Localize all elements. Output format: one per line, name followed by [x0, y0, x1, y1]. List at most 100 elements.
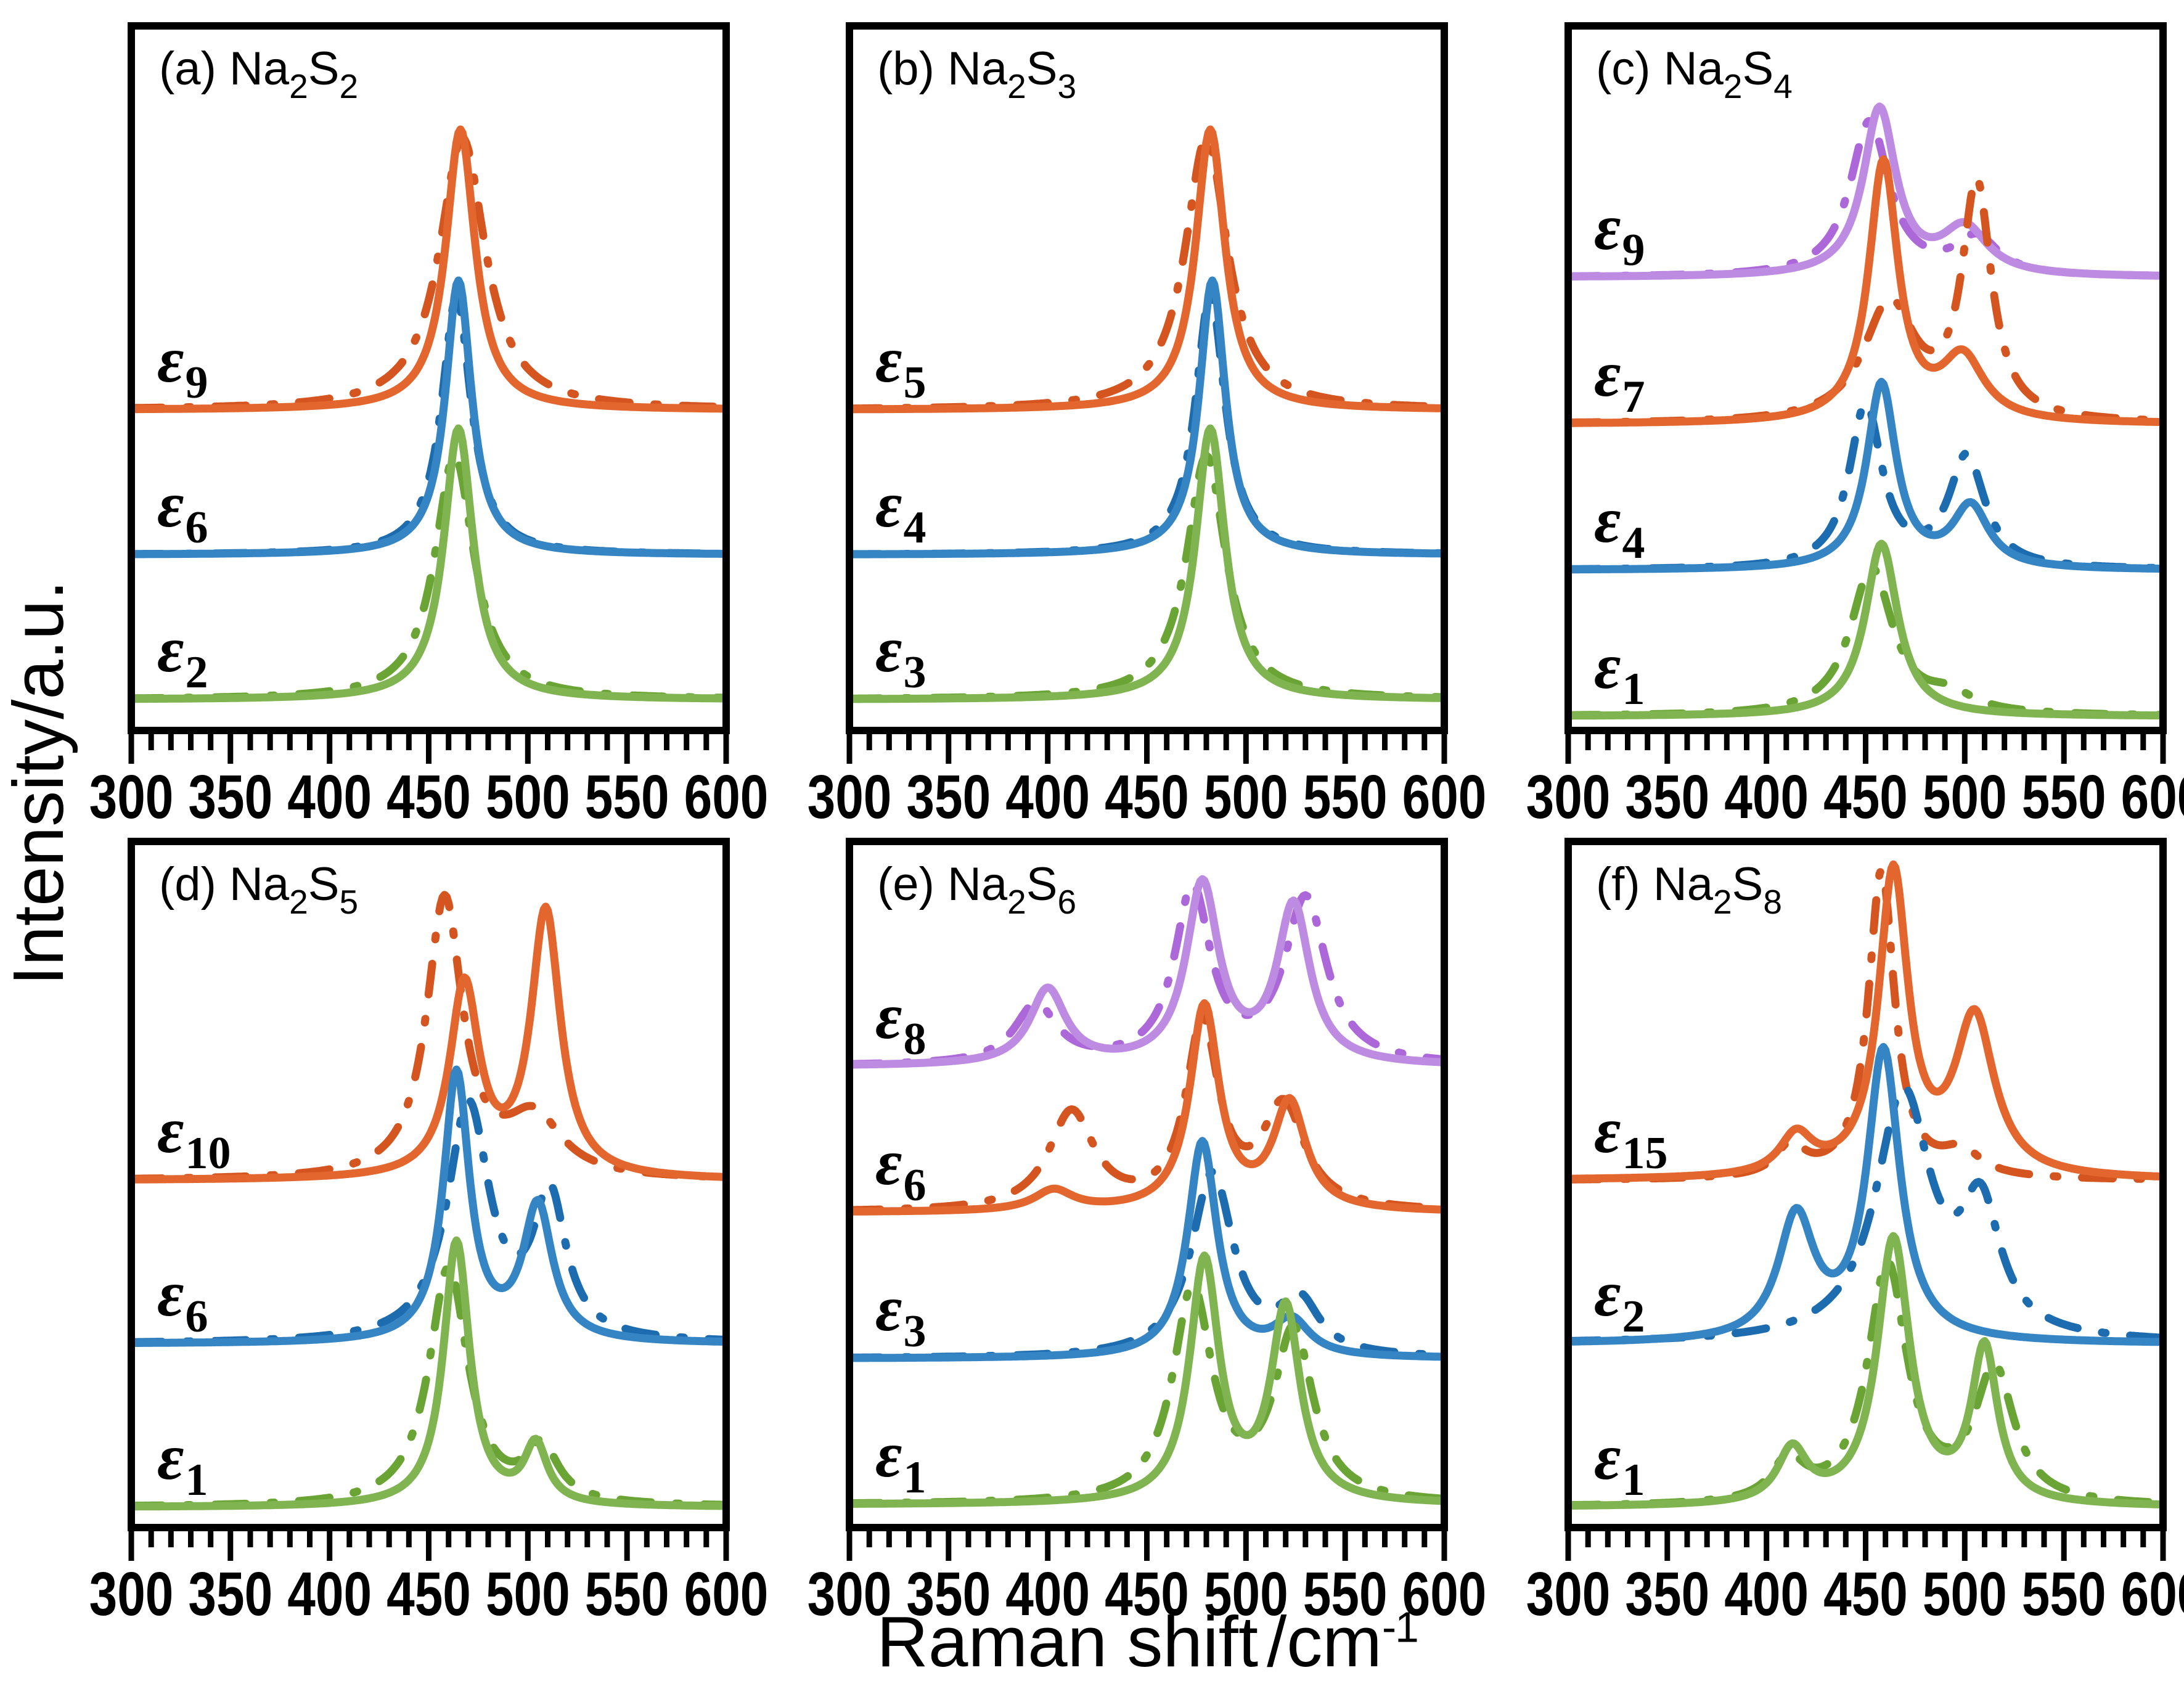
- label-d-eps6: ε6: [157, 1258, 208, 1342]
- panel-d-title: (d) Na2S5: [159, 858, 358, 921]
- panel-a-title: (a) Na2S2: [159, 43, 358, 105]
- x-tick-label: 550: [2022, 1560, 2106, 1629]
- x-tick-label: 350: [188, 1560, 272, 1629]
- x-tick-label: 500: [1204, 763, 1288, 832]
- curve-f-eps2-solid: [1572, 1042, 2159, 1346]
- x-tick-label: 550: [2022, 763, 2106, 832]
- x-tick-label: 450: [1105, 1560, 1189, 1629]
- x-tick-label: 450: [386, 763, 471, 832]
- curve-e-eps1-solid: [853, 1251, 1441, 1508]
- panel-c-frame: [1564, 22, 2167, 734]
- curve-c-eps4-dashdot: [1572, 398, 2159, 573]
- curve-e-eps1-dashdot: [853, 1280, 1441, 1507]
- curve-d-eps10-solid: [135, 902, 722, 1184]
- panel-a-curves: [135, 125, 722, 703]
- label-e-eps3: ε3: [875, 1272, 926, 1357]
- x-tick-label: 600: [684, 763, 769, 832]
- panel-f-frame: [1564, 838, 2167, 1531]
- x-tick-label: 500: [486, 763, 570, 832]
- label-a-eps2: ε2: [157, 613, 208, 698]
- curve-d-eps1-dashdot: [135, 1262, 722, 1510]
- curve-f-eps1-solid: [1572, 1232, 2159, 1510]
- x-tick-label: 600: [2121, 763, 2184, 832]
- curve-b-eps3-dashdot: [853, 451, 1441, 703]
- panel-d-curves: [135, 891, 722, 1511]
- panel-d: 300 350 400 450 500 550 600 (d) Na2S5 ε10 ε6 ε1: [89, 838, 769, 1629]
- curve-b-eps4-solid: [853, 276, 1441, 559]
- x-tick-label: 350: [906, 1560, 991, 1629]
- panel-a-x-ticks: [128, 734, 729, 764]
- panel-c-title: (c) Na2S4: [1596, 43, 1793, 105]
- x-axis-label-exponent: -1: [1381, 1603, 1419, 1651]
- panel-a: 300 350 400 450 500 550 600 (a) Na2S2 ε9 ε6 ε2: [89, 22, 769, 832]
- curve-e-eps6-dashdot: [853, 1012, 1441, 1214]
- curve-f-eps15-solid: [1572, 860, 2159, 1183]
- curve-e-eps3-solid: [853, 1137, 1441, 1362]
- x-tick-label: 400: [1005, 763, 1090, 832]
- x-axis-label: Raman shift/cm-1: [777, 1600, 1517, 1683]
- x-tick-label: 350: [1625, 763, 1709, 832]
- x-tick-label: 300: [1526, 1560, 1611, 1629]
- curve-b-eps4-dashdot: [853, 290, 1441, 559]
- label-b-eps5: ε5: [875, 324, 926, 408]
- label-a-eps6: ε6: [157, 469, 208, 553]
- x-tick-label: 300: [89, 1560, 174, 1629]
- x-tick-label: 350: [906, 763, 991, 832]
- panel-e-title: (e) Na2S6: [877, 858, 1076, 921]
- x-tick-label: 450: [1823, 1560, 1908, 1629]
- label-e-eps8: ε8: [875, 980, 926, 1065]
- label-c-eps1: ε1: [1594, 630, 1645, 714]
- x-tick-label: 550: [1303, 1560, 1388, 1629]
- x-tick-label: 450: [1823, 763, 1908, 832]
- x-tick-label: 400: [287, 1560, 372, 1629]
- curve-d-eps1-solid: [135, 1236, 722, 1511]
- label-c-eps7: ε7: [1594, 338, 1645, 422]
- x-tick-label: 550: [1303, 763, 1388, 832]
- y-axis-label: Intensity/a.u.: [0, 580, 78, 986]
- x-tick-label: 300: [1526, 763, 1611, 832]
- curve-f-eps1-dashdot: [1572, 1256, 2159, 1510]
- panel-b-curves: [853, 125, 1441, 703]
- label-e-eps6: ε6: [875, 1126, 926, 1211]
- panel-b: 300 350 400 450 500 550 600 (b) Na2S3 ε5 ε4 ε3: [808, 22, 1486, 832]
- x-tick-label: 600: [684, 1560, 769, 1629]
- x-tick-label: 350: [188, 763, 272, 832]
- curve-e-eps6-solid: [853, 999, 1441, 1216]
- x-axis-label-unit: /cm: [1267, 1602, 1382, 1682]
- label-f-eps15: ε15: [1594, 1094, 1667, 1179]
- panel-c-x-ticks: [1565, 734, 2166, 764]
- x-tick-label: 400: [287, 763, 372, 832]
- panel-d-frame: [128, 838, 730, 1531]
- x-axis-label-text: Raman shift: [877, 1602, 1259, 1682]
- curve-c-eps1-solid: [1572, 539, 2159, 720]
- curve-f-eps2-dashdot: [1572, 1082, 2159, 1345]
- panel-b-title: (b) Na2S3: [877, 43, 1076, 105]
- x-tick-label: 500: [1923, 763, 2007, 832]
- label-b-eps3: ε3: [875, 613, 926, 698]
- curve-b-eps5-solid: [853, 125, 1441, 414]
- x-tick-label: 400: [1005, 1560, 1090, 1629]
- curve-c-eps4-solid: [1572, 377, 2159, 574]
- panel-b-frame: [846, 22, 1448, 734]
- x-tick-label: 300: [808, 1560, 892, 1629]
- panel-f-x-ticks: [1565, 1531, 2166, 1561]
- x-tick-label: 450: [1105, 763, 1189, 832]
- curve-e-eps8-solid: [853, 875, 1441, 1069]
- x-tick-label: 300: [808, 763, 892, 832]
- label-d-eps1: ε1: [157, 1421, 208, 1505]
- x-tick-label: 550: [585, 1560, 669, 1629]
- panel-b-x-ticks: [846, 734, 1447, 764]
- x-tick-label: 450: [386, 1560, 471, 1629]
- x-tick-label: 500: [1204, 1560, 1288, 1629]
- x-tick-label: 400: [1724, 1560, 1809, 1629]
- panel-e-frame: [846, 838, 1448, 1531]
- label-b-eps4: ε4: [875, 469, 926, 553]
- x-tick-label: 600: [1402, 1560, 1487, 1629]
- x-tick-label: 550: [585, 763, 669, 832]
- x-tick-label: 500: [1923, 1560, 2007, 1629]
- x-tick-label: 600: [2121, 1560, 2184, 1629]
